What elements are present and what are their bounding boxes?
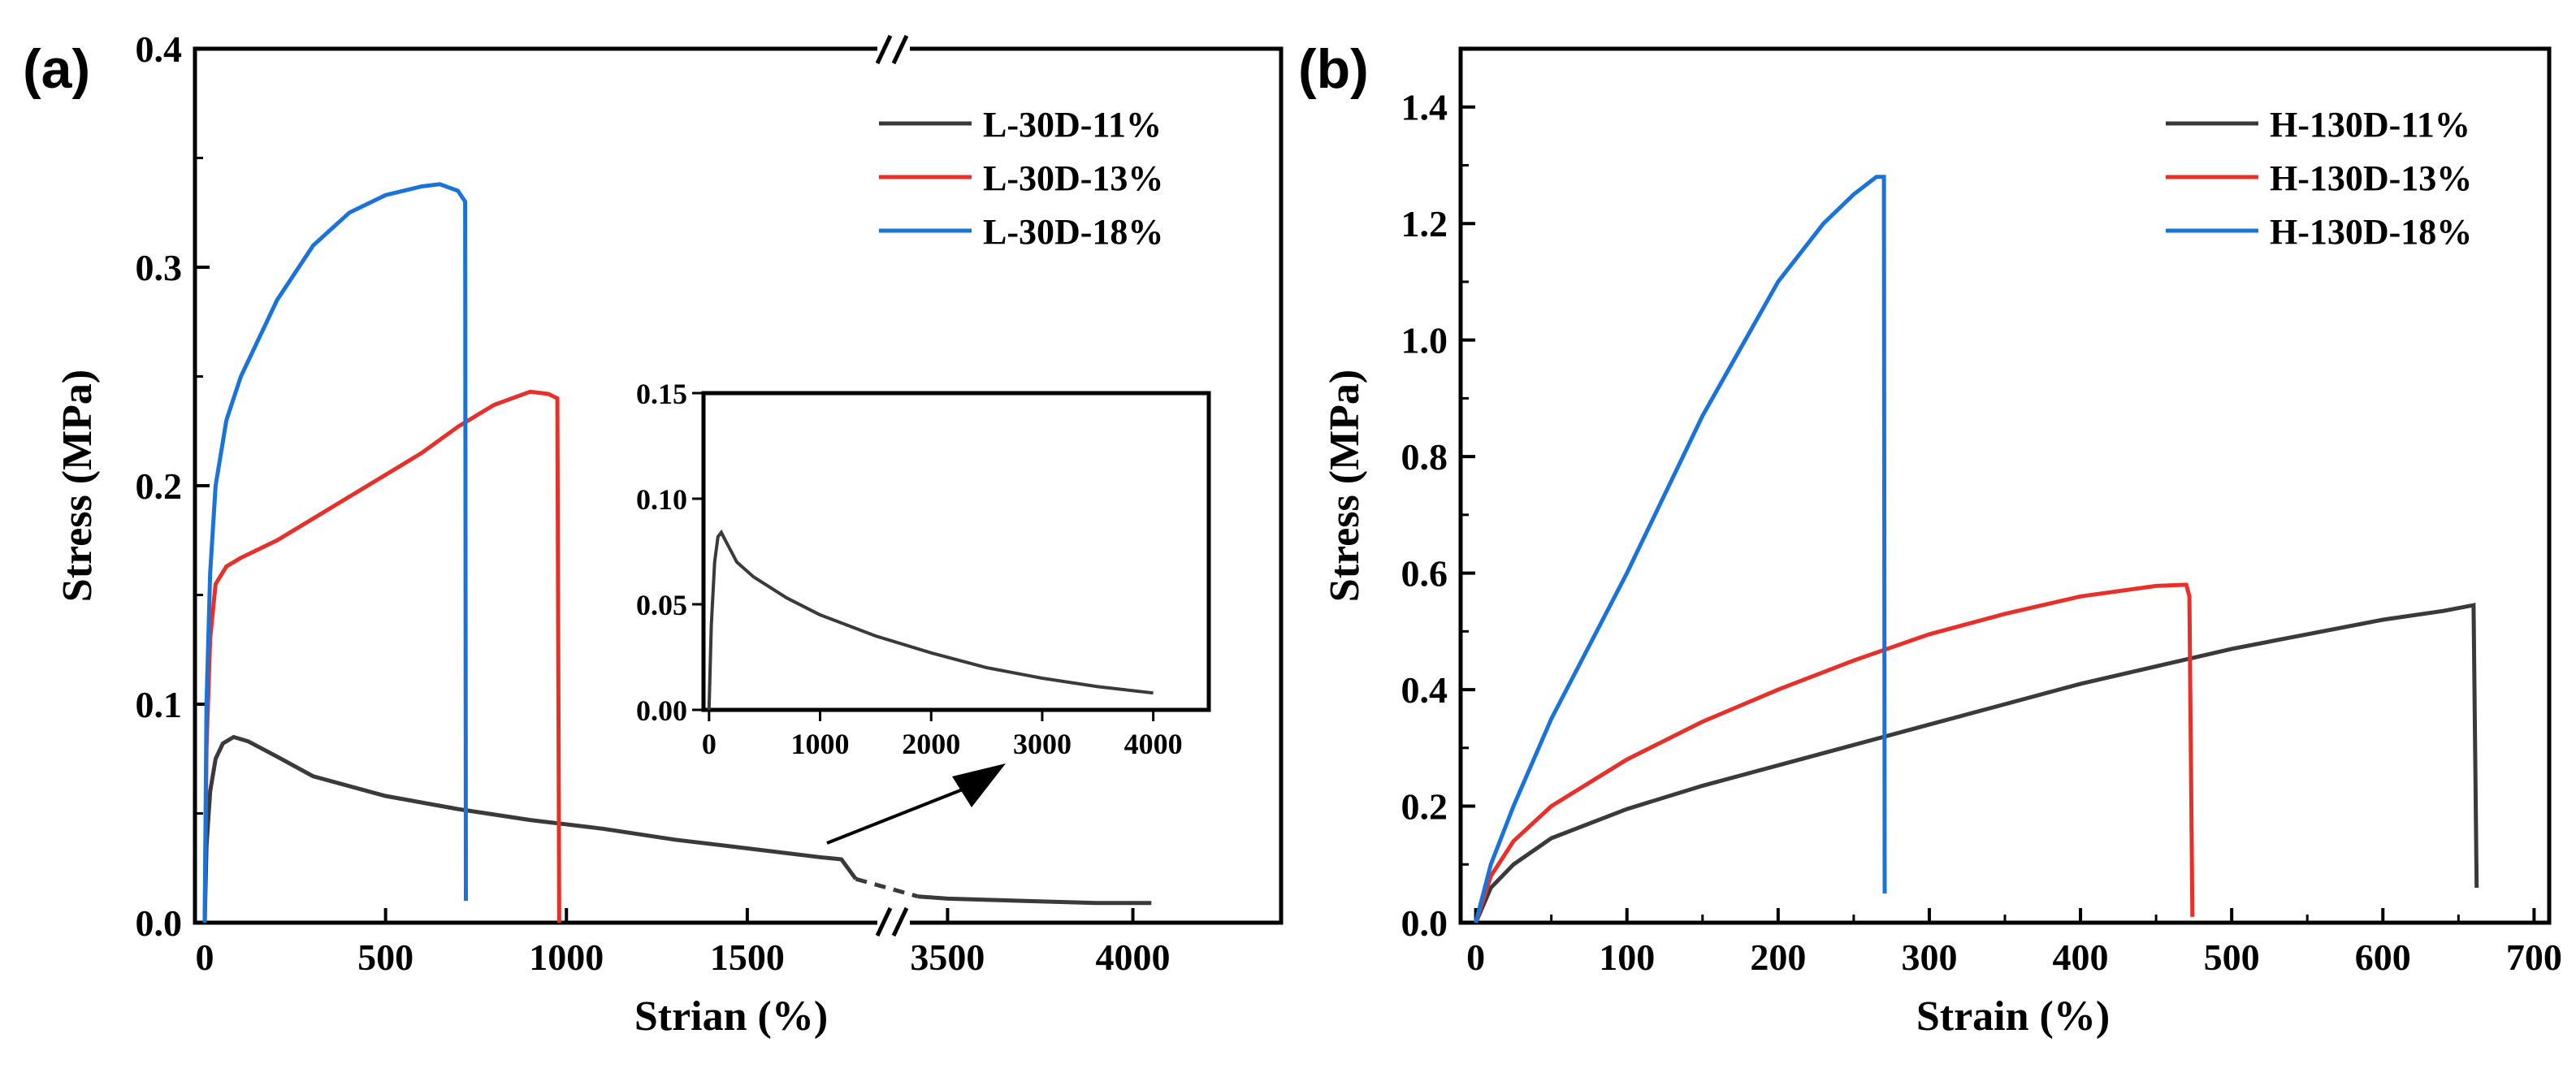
legend-label-l-30d-11: L-30D-11% (983, 105, 1162, 145)
x-axis-break-marks (875, 34, 910, 937)
inset-x-tick-label: 2000 (902, 728, 960, 760)
panel-b-x-axis-title: Strain (%) (1916, 993, 2110, 1040)
inset-y-tick-label: 0.00 (636, 694, 687, 727)
legend-label-h-130d-11: H-130D-11% (2270, 105, 2470, 145)
x-tick-label: 700 (2506, 936, 2562, 978)
x-tick-label: 0 (1466, 936, 1485, 978)
y-tick-label: 0.6 (1401, 553, 1448, 595)
legend-label-h-130d-13: H-130D-13% (2270, 158, 2472, 198)
series-l-30d-13 (202, 389, 561, 923)
inset-x-tick-label: 0 (702, 728, 717, 760)
series-l-30d-18 (202, 182, 468, 923)
panel-a-y-axis-title: Stress (MPa) (54, 370, 101, 602)
series-h-130d-18 (1474, 175, 1887, 923)
panel-b-ticks: 0 100 200 300 400 500 600 700 0.0 0.2 0.4 0.6 0.8 1.0… (1401, 47, 2562, 978)
inset-chart: 0 1000 2000 3000 4000 0.00 0.05 0.10 0.15 (636, 378, 1211, 760)
y-tick-label: 0.1 (136, 684, 183, 725)
series-l-30d-11-segment-2 (917, 894, 1152, 906)
inset-y-tick-label: 0.15 (636, 378, 687, 410)
panel-b-label: (b) (1298, 38, 1369, 100)
panel-a-legend: L-30D-11% L-30D-13% L-30D-18% (879, 105, 1163, 252)
panel-b-legend: H-130D-11% H-130D-13% H-130D-18% (2166, 105, 2472, 252)
series-l-30d-11-break-connector (855, 876, 919, 899)
series-h-130d-11 (1474, 603, 2479, 923)
y-tick-label: 0.8 (1401, 436, 1448, 478)
y-tick-label: 0.4 (136, 28, 183, 70)
y-tick-label: 0.2 (136, 465, 183, 507)
zoom-arrow (826, 763, 1006, 845)
y-tick-label: 1.0 (1401, 320, 1448, 361)
y-tick-label: 0.2 (1401, 786, 1448, 828)
x-tick-label: 200 (1750, 936, 1806, 978)
panel-b-y-axis-title: Stress (MPa) (1322, 370, 1368, 602)
inset-ticks: 0 1000 2000 3000 4000 0.00 0.05 0.10 0.15 (636, 378, 1183, 760)
panel-a-ticks: 0 500 1000 1500 3500 4000 0.0 0.1 0.2 0.3 0.4 (136, 28, 1171, 978)
y-tick-label: 1.4 (1401, 87, 1448, 128)
y-tick-label: 0.3 (136, 247, 183, 288)
panel-a-plot-area (202, 182, 1152, 923)
x-tick-label: 600 (2355, 936, 2411, 978)
x-tick-label: 300 (1901, 936, 1957, 978)
y-tick-label: 0.0 (1401, 902, 1448, 944)
y-tick-label: 0.0 (136, 902, 183, 944)
inset-series-l-30d-11 (707, 529, 1154, 711)
x-tick-label: 500 (2204, 936, 2260, 978)
y-tick-label: 0.4 (1401, 669, 1448, 711)
panel-b-plot-area (1474, 175, 2479, 923)
inset-frame (701, 391, 1211, 712)
inset-y-tick-label: 0.05 (636, 589, 687, 621)
x-tick-label: 1000 (529, 936, 604, 978)
legend-label-l-30d-18: L-30D-18% (983, 212, 1163, 252)
inset-plot-area (707, 529, 1154, 711)
series-l-30d-11 (202, 734, 858, 923)
legend-label-l-30d-13: L-30D-13% (983, 158, 1163, 198)
x-tick-label: 3500 (910, 936, 985, 978)
inset-x-tick-label: 3000 (1013, 728, 1072, 760)
panel-a: (a) 0 500 1000 1500 3500 40000.00.10.20.30.4 … (23, 28, 1284, 1040)
x-tick-label: 4000 (1096, 936, 1171, 978)
panel-a-label: (a) (23, 38, 90, 100)
panel-b: (b) 0 100 200 300 400 500 600 700 0.0 0.2 0.4 0.6 0.… (1298, 38, 2562, 1040)
x-tick-label: 0 (196, 936, 214, 978)
x-tick-label: 100 (1599, 936, 1655, 978)
inset-x-tick-label: 1000 (791, 728, 850, 760)
inset-y-tick-label: 0.10 (636, 483, 687, 516)
x-tick-label: 500 (357, 936, 413, 978)
panel-a-x-axis-title: Strian (%) (634, 993, 828, 1040)
inset-x-tick-label: 4000 (1124, 728, 1183, 760)
legend-label-h-130d-18: H-130D-18% (2270, 212, 2472, 252)
y-tick-label: 1.2 (1401, 203, 1448, 244)
x-tick-label: 1500 (710, 936, 785, 978)
x-tick-label: 400 (2053, 936, 2109, 978)
series-h-130d-13 (1474, 582, 2195, 923)
